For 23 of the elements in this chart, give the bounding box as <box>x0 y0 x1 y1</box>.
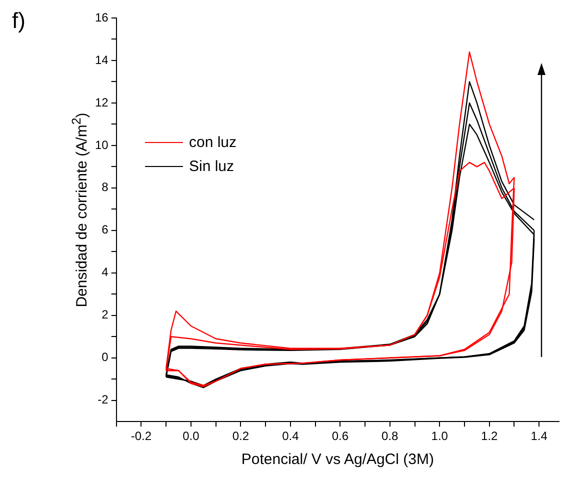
x-tick-label: 1.2 <box>481 429 498 444</box>
y-tick-label: 2 <box>102 308 109 322</box>
x-tick-label: 0.8 <box>382 429 399 444</box>
x-axis-title: Potencial/ V vs Ag/AgCl (3M) <box>241 451 434 468</box>
y-tick-label: 14 <box>94 52 109 67</box>
legend-label: con luz <box>189 134 237 150</box>
y-tick-label: 6 <box>102 222 109 237</box>
y-tick-label: 4 <box>102 265 109 280</box>
y-tick-label: 0 <box>102 350 109 364</box>
y-tick-label: 16 <box>94 10 109 24</box>
y-tick-label: -2 <box>98 392 109 407</box>
x-tick-label: 0.0 <box>182 429 200 444</box>
x-tick-label: 1.0 <box>431 429 448 444</box>
legend-label: Sin luz <box>189 158 234 174</box>
x-tick-label: 0.4 <box>282 429 300 444</box>
x-tick-label: -0.2 <box>130 429 152 444</box>
y-tick-label: 10 <box>94 138 109 152</box>
x-tick-label: 0.2 <box>232 429 250 444</box>
y-tick-label: 8 <box>102 180 109 194</box>
x-tick-label: 0.6 <box>332 429 349 444</box>
y-tick-label: 12 <box>94 95 109 110</box>
x-tick-label: 1.4 <box>530 429 548 444</box>
text: f) <box>12 8 26 34</box>
